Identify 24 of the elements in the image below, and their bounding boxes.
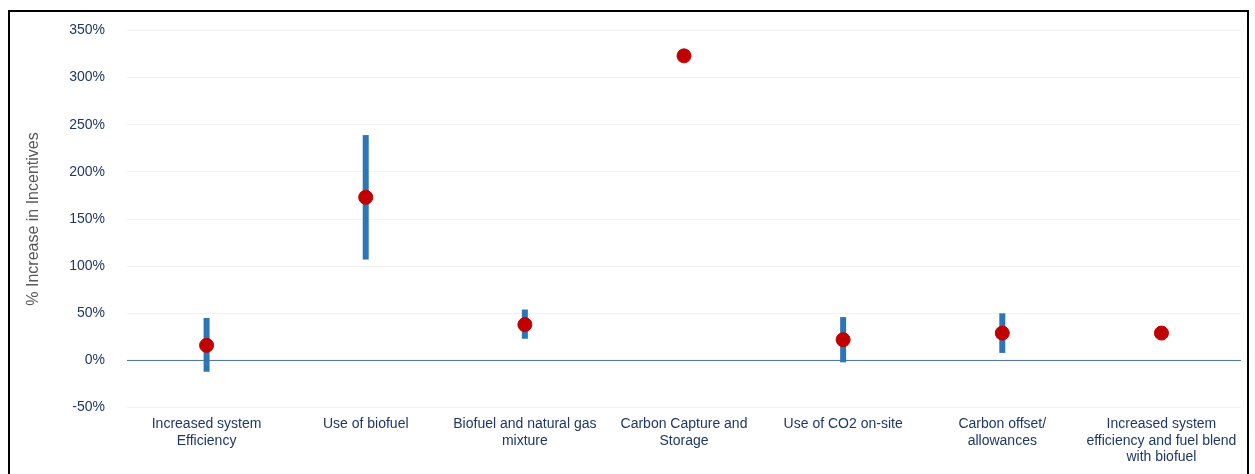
- x-tick-label: Use of biofuel: [322, 414, 409, 431]
- y-tick-label: -50%: [72, 398, 106, 415]
- point: [358, 189, 374, 205]
- y-axis-title: % Increase in Incentives: [24, 132, 42, 306]
- y-tick-label: 200%: [69, 162, 106, 179]
- y-tick-label: 300%: [69, 68, 106, 85]
- point: [199, 337, 215, 353]
- y-tick-label: 350%: [69, 21, 106, 38]
- y-tick-label: 150%: [69, 209, 106, 226]
- point: [1153, 325, 1169, 341]
- point: [994, 325, 1010, 341]
- point: [676, 48, 692, 64]
- y-tick-label: 0%: [84, 351, 106, 368]
- x-tick-label: Biofuel and natural gas mixture: [453, 414, 597, 448]
- x-tick-label: Use of CO2 on-site: [783, 414, 903, 431]
- y-tick-label: 50%: [76, 304, 106, 321]
- point: [517, 317, 533, 333]
- y-tick-label: 100%: [69, 257, 106, 274]
- x-tick-label: Carbon Capture and Storage: [620, 414, 748, 448]
- x-tick-label: Carbon offset/ allowances: [958, 414, 1047, 448]
- y-tick-label: 250%: [69, 115, 106, 132]
- point: [835, 332, 851, 348]
- x-tick-label: Increased system efficiency and fuel blend with biofuel: [1086, 414, 1237, 465]
- x-tick-label: Increased system Efficiency: [151, 414, 262, 448]
